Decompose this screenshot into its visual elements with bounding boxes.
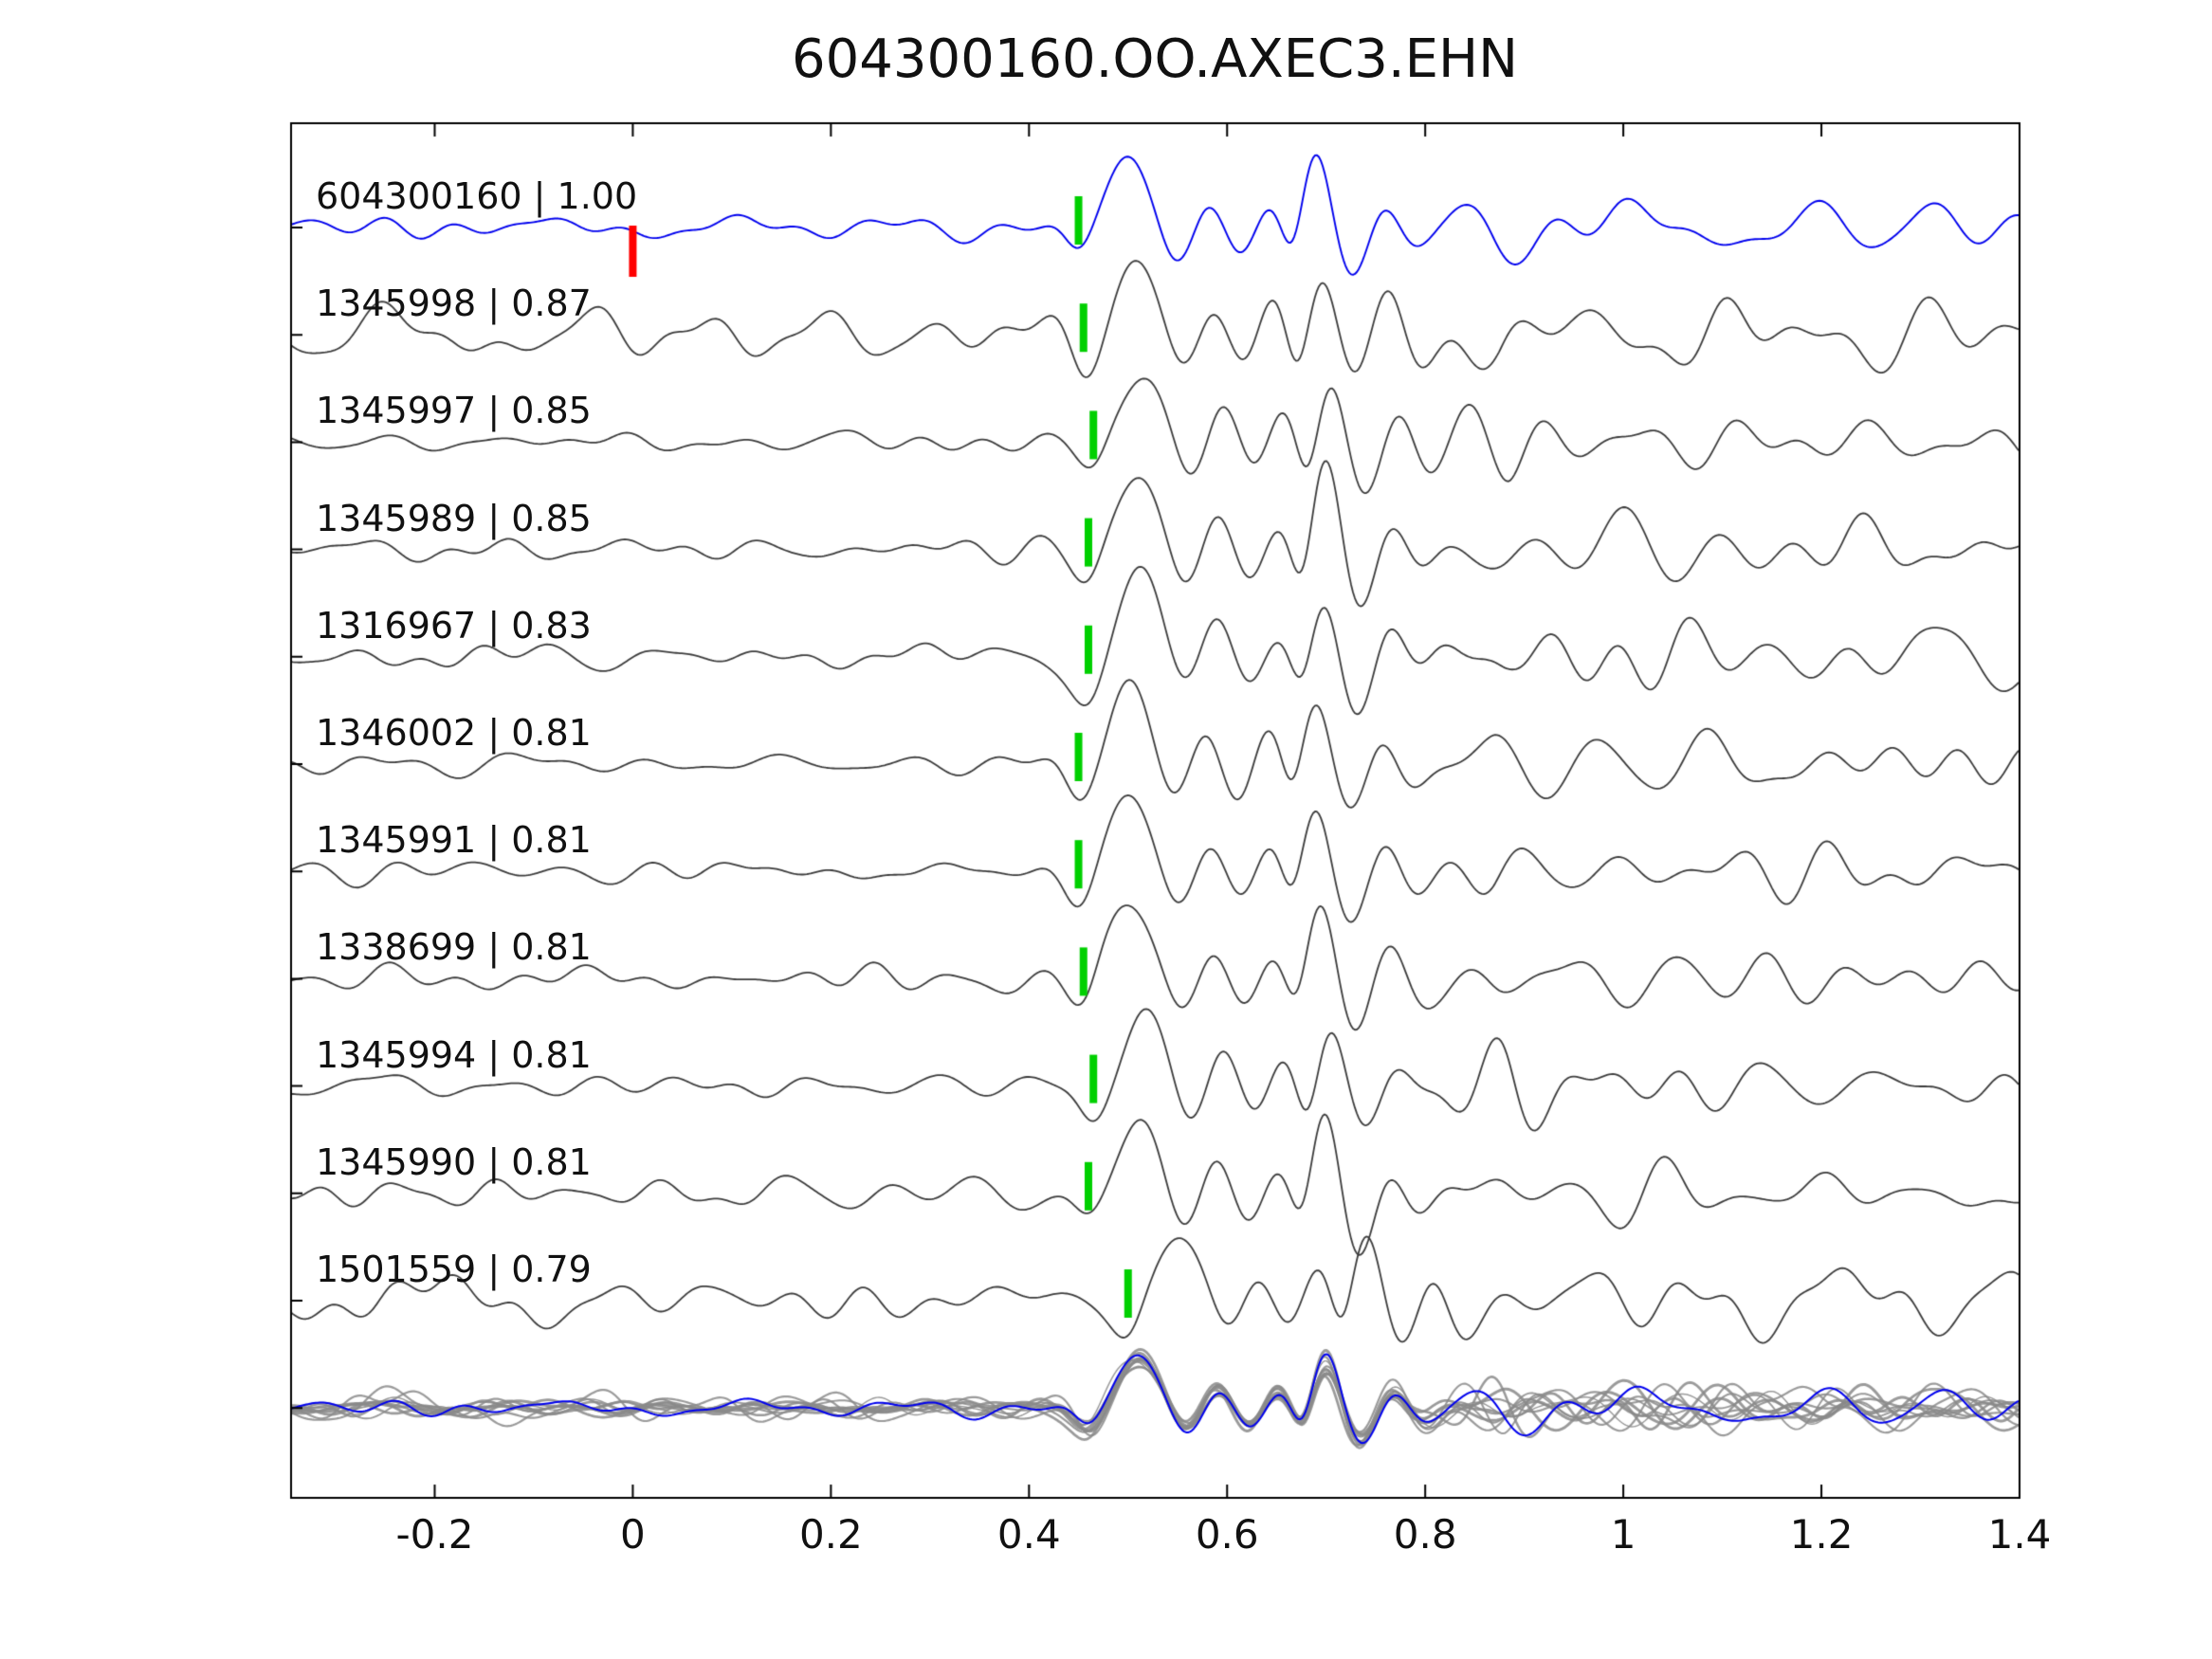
trace-label: 1501559 | 0.79 [316, 1249, 592, 1290]
trace-label: 1345991 | 0.81 [316, 819, 592, 862]
trace-label: 1345994 | 0.81 [316, 1033, 592, 1076]
x-tick-label: 1 [1610, 1511, 1636, 1558]
trace-label: 604300160 | 1.00 [316, 175, 638, 217]
x-tick-label: 0.4 [996, 1511, 1061, 1558]
x-tick-label: 0.6 [1195, 1511, 1259, 1558]
x-tick-label: 1.4 [1987, 1511, 2052, 1558]
x-tick-label: -0.2 [395, 1511, 474, 1558]
x-tick-label: 0.2 [798, 1511, 863, 1558]
x-tick-label: 1.2 [1789, 1511, 1854, 1558]
x-tick-label: 0.8 [1393, 1511, 1457, 1558]
trace-label: 1316967 | 0.83 [316, 604, 592, 647]
trace-label: 1345989 | 0.85 [316, 497, 592, 539]
plot-title: 604300160.OO.AXEC3.EHN [791, 28, 1519, 90]
trace-label: 1345997 | 0.85 [316, 390, 592, 432]
trace-label: 1346002 | 0.81 [316, 712, 592, 754]
trace-label: 1345998 | 0.87 [316, 283, 592, 325]
x-tick-label: 0 [620, 1511, 646, 1558]
trace-label: 1345990 | 0.81 [316, 1140, 592, 1183]
trace-label: 1338699 | 0.81 [316, 926, 592, 969]
